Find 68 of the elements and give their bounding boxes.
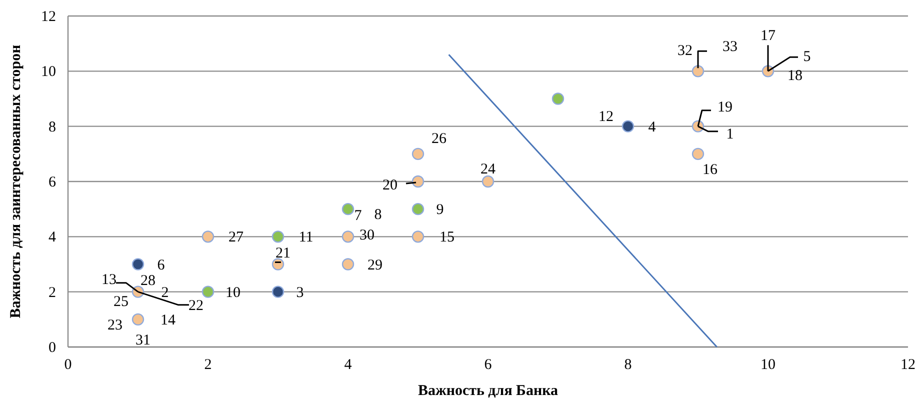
point <box>482 175 494 188</box>
annotation: 10 <box>226 284 240 301</box>
annotation: 2 <box>161 284 169 301</box>
point <box>412 175 424 188</box>
point <box>342 258 354 270</box>
annotation: 31 <box>136 332 150 348</box>
point <box>692 65 704 78</box>
y-tick-label: 10 <box>41 64 56 80</box>
point <box>412 148 424 160</box>
annotation: 29 <box>368 257 382 274</box>
annotation: 20 <box>382 178 398 194</box>
point <box>412 230 424 243</box>
annotation: 28 <box>140 272 156 289</box>
x-tick-label: 4 <box>344 357 352 373</box>
annotation: 13 <box>102 272 116 288</box>
x-tick-label: 8 <box>624 357 632 373</box>
point <box>342 202 354 216</box>
point <box>342 230 354 243</box>
annotation: 16 <box>702 162 718 178</box>
point <box>132 313 144 326</box>
annotation: 22 <box>188 298 204 314</box>
annotation: 4 <box>648 119 656 136</box>
annotation: 19 <box>718 99 732 116</box>
x-tick-label: 10 <box>760 357 776 373</box>
annotation: 3 <box>296 284 304 301</box>
point <box>272 286 284 298</box>
y-tick-label: 6 <box>48 174 56 190</box>
annotation: 7 <box>354 208 362 224</box>
annotation: 21 <box>276 245 290 262</box>
annotation: 6 <box>157 257 166 274</box>
annotation: 27 <box>228 230 244 246</box>
annotation: 33 <box>722 39 738 56</box>
point <box>132 258 144 270</box>
annotation: 9 <box>436 202 444 218</box>
x-tick-label: 12 <box>900 357 916 373</box>
y-tick-label: 12 <box>41 9 56 25</box>
point <box>202 286 214 298</box>
x-tick-label: 0 <box>64 357 72 373</box>
annotation: 23 <box>108 317 122 334</box>
annotation: 8 <box>374 207 382 224</box>
point <box>412 202 424 216</box>
annotation: 17 <box>760 28 776 44</box>
annotation: 1 <box>726 126 734 142</box>
annotation: 14 <box>160 312 176 328</box>
annotation: 24 <box>480 162 496 178</box>
annotation: 18 <box>788 68 802 84</box>
point <box>622 120 634 132</box>
point <box>272 230 284 243</box>
point <box>552 92 564 105</box>
point <box>692 148 704 160</box>
point <box>202 230 214 243</box>
y-tick-label: 4 <box>48 230 56 246</box>
annotation: 11 <box>298 230 314 246</box>
x-axis-title: Важность для Банка <box>418 383 559 399</box>
y-tick-label: 0 <box>48 340 56 356</box>
x-tick-label: 6 <box>484 357 492 373</box>
x-tick-label: 2 <box>204 357 212 373</box>
annotation: 5 <box>803 49 811 66</box>
y-axis-title: Важность для заинтересованных сторон <box>8 44 24 318</box>
annotation: 30 <box>360 228 374 244</box>
annotation: 12 <box>598 108 614 125</box>
annotation: 15 <box>440 230 454 246</box>
y-tick-label: 2 <box>48 284 56 301</box>
annotation: 32 <box>678 43 692 60</box>
annotation: 26 <box>432 130 447 147</box>
point <box>272 258 284 270</box>
annotation: 25 <box>114 294 128 310</box>
y-tick-label: 8 <box>48 119 56 136</box>
